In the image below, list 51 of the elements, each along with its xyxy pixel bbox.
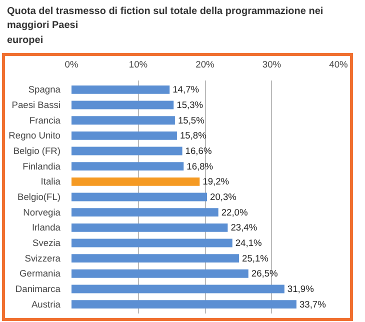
y-tick-label: Italia xyxy=(40,176,62,187)
x-tick-label: 10% xyxy=(128,59,148,70)
data-label: 26,5% xyxy=(251,268,278,278)
bar xyxy=(72,162,184,170)
data-label: 25,1% xyxy=(242,253,268,264)
bar xyxy=(72,100,174,110)
y-tick-label: Svizzera xyxy=(24,253,62,264)
x-tick-label: 20% xyxy=(196,59,214,70)
data-label: 19,2% xyxy=(202,176,230,187)
bar xyxy=(72,131,177,140)
y-tick-label: Regno Unito xyxy=(8,130,61,141)
bar xyxy=(72,208,218,216)
data-label: 16,6% xyxy=(185,146,212,156)
bar xyxy=(72,269,248,278)
x-tick-label: 40% xyxy=(329,59,348,70)
bar xyxy=(72,116,175,124)
data-label: 15,5% xyxy=(178,115,204,126)
y-tick-label: Francia xyxy=(29,115,62,126)
data-label: 20,3% xyxy=(210,192,236,202)
y-tick-label: Finlandia xyxy=(22,161,62,172)
data-label: 31,9% xyxy=(287,284,314,294)
data-label: 24,1% xyxy=(235,238,262,248)
data-label: 15,8% xyxy=(180,130,206,141)
chart-title: Quota del trasmesso di fiction sul totale della programmazione nei maggiori Paesi europei xyxy=(7,6,324,46)
data-label: 33,7% xyxy=(299,299,326,310)
y-tick-label: Belgio(FL) xyxy=(17,192,60,202)
y-tick-label: Svezia xyxy=(32,238,62,248)
bar xyxy=(72,146,182,156)
y-tick-label: Paesi Bassi xyxy=(12,100,61,110)
bar xyxy=(72,254,240,262)
bar xyxy=(72,284,284,294)
y-tick-label: Belgio (FR) xyxy=(13,146,61,156)
bar xyxy=(72,85,170,94)
y-tick-label: Austria xyxy=(31,299,62,310)
bar xyxy=(72,192,208,202)
y-tick-label: Irlanda xyxy=(32,222,62,232)
x-tick-label: 30% xyxy=(262,59,282,70)
bar xyxy=(72,223,228,232)
bar xyxy=(72,238,232,248)
bar xyxy=(72,300,296,308)
bar xyxy=(72,177,200,186)
x-tick-label: 0% xyxy=(64,59,78,70)
data-label: 22,0% xyxy=(221,207,248,218)
data-label: 15,3% xyxy=(176,100,204,110)
data-label: 23,4% xyxy=(230,222,258,232)
y-tick-label: Danimarca xyxy=(15,284,62,294)
y-tick-label: Norvegia xyxy=(23,207,62,218)
y-tick-label: Spagna xyxy=(28,84,62,95)
data-label: 16,8% xyxy=(186,161,214,172)
data-label: 14,7% xyxy=(172,84,200,95)
y-tick-label: Germania xyxy=(20,268,62,278)
